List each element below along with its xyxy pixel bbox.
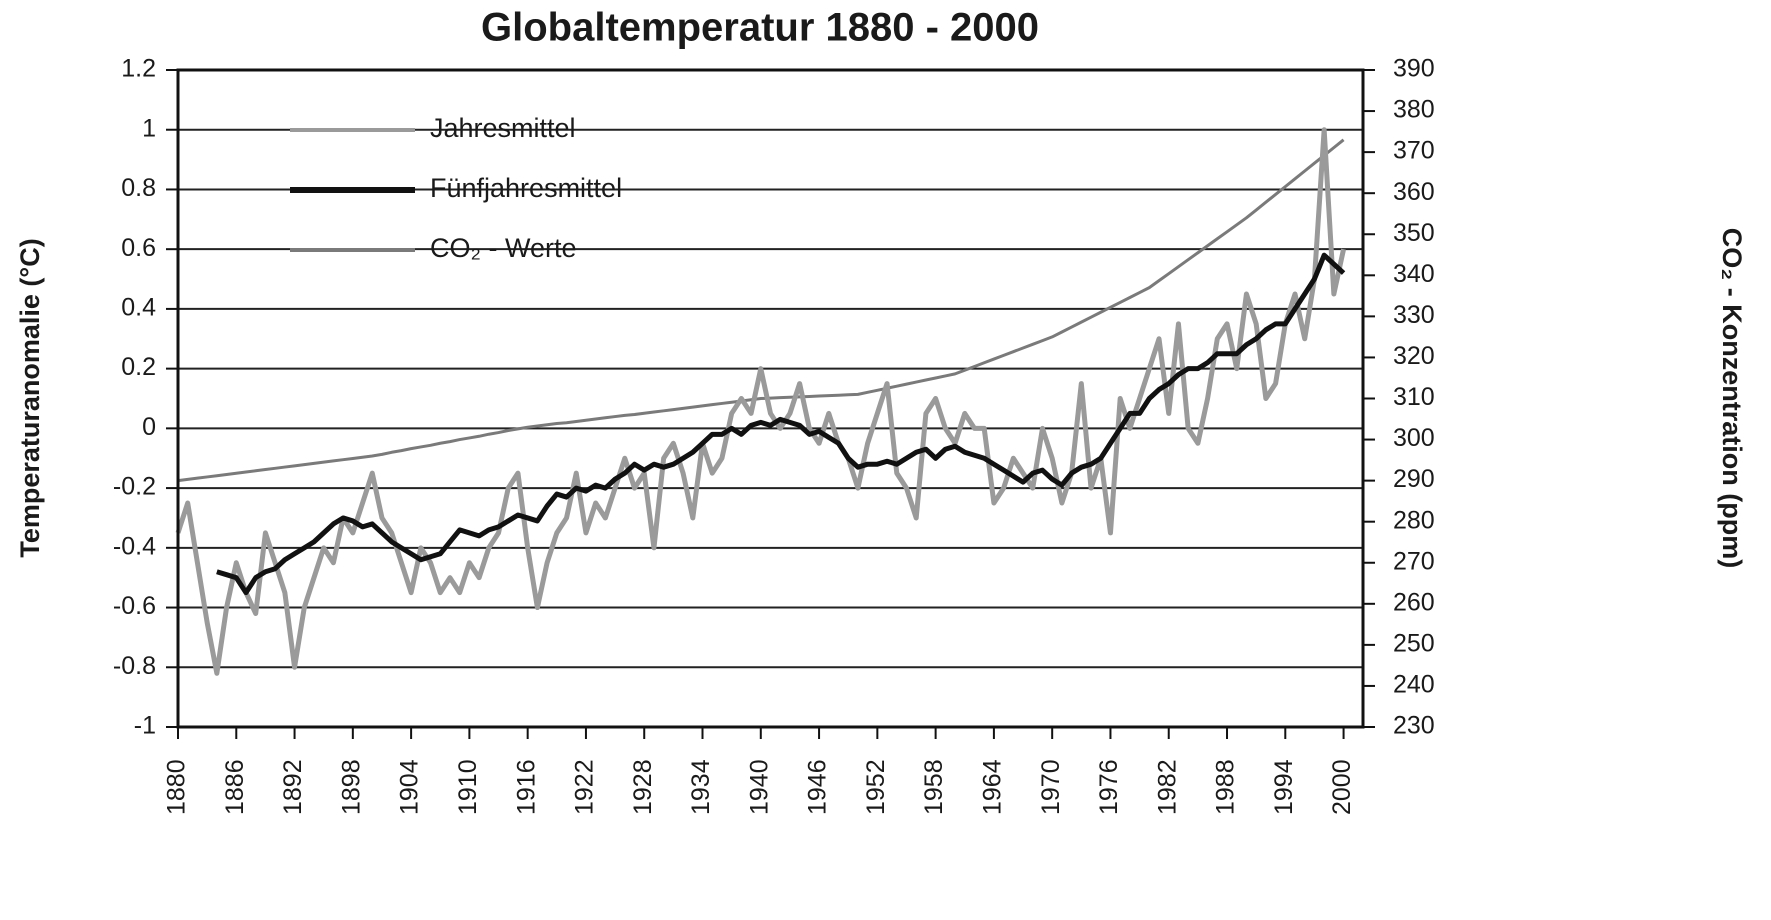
y-tick-label: -0.6	[113, 592, 156, 620]
y2-axis-label: CO₂ - Konzentration (ppm)	[1717, 228, 1747, 568]
x-tick-label: 1940	[745, 759, 773, 815]
y-axis-label: Temperaturanomalie (°C)	[15, 238, 45, 557]
x-tick-label: 1964	[979, 759, 1007, 815]
x-tick-label: 1958	[920, 759, 948, 815]
y-tick-label: 0.2	[121, 353, 156, 381]
y2-tick-label: 360	[1393, 178, 1435, 206]
x-tick-label: 1982	[1153, 759, 1181, 815]
legend-label: CO₂ - Werte	[430, 233, 577, 263]
x-tick-label: 1916	[512, 759, 540, 815]
series-line	[216, 252, 1346, 596]
y2-tick-label: 230	[1393, 712, 1435, 740]
y-tick-label: -0.4	[113, 532, 156, 560]
y2-tick-label: 280	[1393, 506, 1435, 534]
x-tick-label: 1898	[337, 759, 365, 815]
y-tick-label: 0.8	[121, 174, 156, 202]
series-line	[175, 127, 1347, 676]
y-tick-label: 1	[142, 114, 156, 142]
x-tick-label: 1994	[1270, 759, 1298, 815]
x-tick-label: 1892	[279, 759, 307, 815]
chart-title: Globaltemperatur 1880 - 2000	[481, 6, 1039, 50]
plot-frame	[176, 68, 1365, 729]
y-tick-label: 1.2	[121, 55, 156, 83]
x-tick-label: 1988	[1212, 759, 1240, 815]
x-tick-label: 1946	[804, 759, 832, 815]
x-tick-label: 1910	[454, 759, 482, 815]
y2-tick-label: 250	[1393, 629, 1435, 657]
legend-label: Fünfjahresmittel	[430, 173, 622, 203]
x-tick-label: 1970	[1037, 759, 1065, 815]
y2-tick-label: 310	[1393, 383, 1435, 411]
x-tick-label: 1952	[862, 759, 890, 815]
y-tick-label: -0.2	[113, 473, 156, 501]
x-tick-label: 2000	[1328, 759, 1356, 815]
y2-tick-label: 260	[1393, 588, 1435, 616]
y2-tick-label: 240	[1393, 671, 1435, 699]
y-tick-label: -0.8	[113, 652, 156, 680]
x-tick-label: 1904	[396, 759, 424, 815]
y-tick-label: -1	[134, 712, 156, 740]
y2-tick-label: 380	[1393, 96, 1435, 124]
y-tick-label: 0.4	[121, 294, 156, 322]
x-tick-label: 1928	[629, 759, 657, 815]
x-tick-label: 1880	[163, 759, 191, 815]
y2-tick-label: 320	[1393, 342, 1435, 370]
series-line	[177, 138, 1345, 483]
x-tick-label: 1886	[221, 759, 249, 815]
y-tick-label: 0	[142, 413, 156, 441]
y-tick-label: 0.6	[121, 234, 156, 262]
y2-tick-label: 330	[1393, 301, 1435, 329]
y2-tick-label: 370	[1393, 137, 1435, 165]
x-tick-label: 1922	[571, 759, 599, 815]
y2-tick-label: 350	[1393, 219, 1435, 247]
x-tick-label: 1976	[1095, 759, 1123, 815]
y2-tick-label: 300	[1393, 424, 1435, 452]
x-tick-label: 1934	[687, 759, 715, 815]
y2-tick-label: 270	[1393, 547, 1435, 575]
y2-tick-label: 290	[1393, 465, 1435, 493]
legend-label: Jahresmittel	[430, 113, 576, 143]
y2-tick-label: 390	[1393, 55, 1435, 83]
y2-tick-label: 340	[1393, 260, 1435, 288]
